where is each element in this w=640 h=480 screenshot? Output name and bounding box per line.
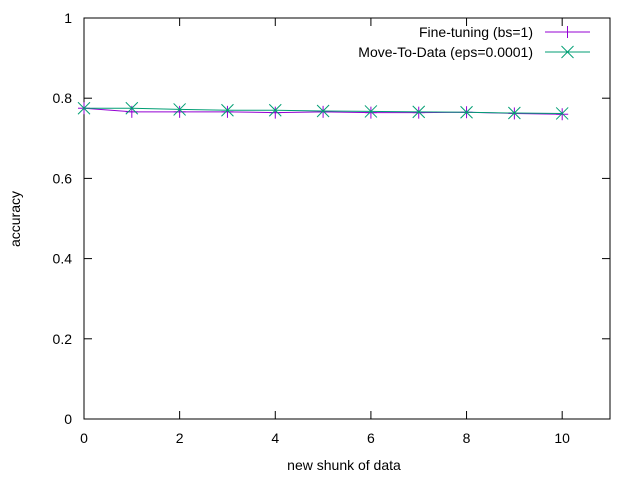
data-point — [364, 105, 378, 118]
legend-label: Move-To-Data (eps=0.0001) — [358, 44, 533, 60]
y-tick-label: 0.8 — [53, 90, 73, 106]
x-tick-label: 10 — [554, 430, 570, 446]
axis-ticks: 0 2 4 6 8 10 0 0.2 0.4 0.6 0.8 1 — [53, 10, 610, 446]
data-point — [173, 105, 186, 118]
x-axis-label: new shunk of data — [287, 457, 401, 473]
plot-frame — [83, 17, 611, 420]
x-tick-label: 0 — [80, 430, 88, 446]
data-point — [412, 106, 425, 119]
data-point — [221, 103, 234, 117]
y-tick-label: 0.2 — [53, 331, 73, 347]
x-tick-label: 8 — [463, 430, 471, 446]
data-point — [460, 105, 473, 119]
legend-marker — [561, 26, 574, 38]
x-tick-label: 2 — [176, 430, 184, 446]
legend-label: Fine-tuning (bs=1) — [419, 24, 533, 40]
x-tick-label: 4 — [271, 430, 279, 446]
data-point — [555, 107, 569, 120]
series-layer — [77, 101, 569, 121]
data-point — [317, 105, 330, 118]
data-point — [508, 106, 521, 120]
legend: Fine-tuning (bs=1) Move-To-Data (eps=0.00… — [358, 24, 590, 60]
data-point — [125, 101, 139, 115]
data-point — [556, 108, 569, 121]
y-tick-label: 0.4 — [53, 251, 73, 267]
data-point — [77, 101, 91, 115]
data-point — [316, 104, 330, 118]
y-tick-label: 0 — [64, 411, 72, 427]
y-axis-label: accuracy — [7, 191, 23, 247]
data-point — [269, 106, 282, 119]
legend-marker — [561, 45, 574, 59]
x-tick-label: 6 — [367, 430, 375, 446]
data-point — [364, 106, 377, 119]
y-tick-label: 1 — [64, 10, 72, 26]
data-point — [268, 103, 282, 117]
y-tick-label: 0.6 — [53, 170, 73, 186]
data-point — [412, 105, 426, 119]
data-point — [173, 103, 186, 116]
data-point — [221, 105, 234, 118]
